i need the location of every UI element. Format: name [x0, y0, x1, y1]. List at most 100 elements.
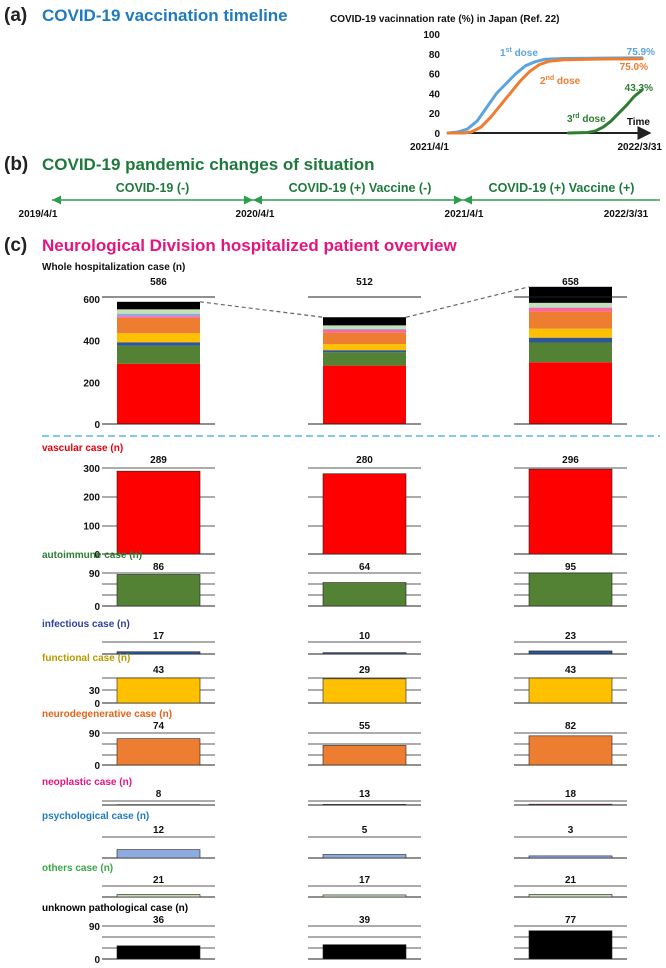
timeline-arrowhead: [253, 195, 262, 205]
category-bar: [322, 804, 407, 806]
stack-segment: [529, 302, 612, 308]
category-label: others case (n): [42, 863, 113, 874]
stack-segment: [117, 363, 200, 424]
stack-segment: [529, 286, 612, 303]
stack-segment: [323, 344, 406, 351]
panel-a-title: COVID-19 vaccination timeline: [42, 6, 288, 25]
stack-segment: [529, 342, 612, 363]
value-label: 17: [359, 875, 371, 886]
y-tick-label: 0: [94, 699, 100, 710]
timeline-arrowhead: [244, 195, 253, 205]
pandemic-timeline: 2019/4/1 2020/4/1 2021/4/1 2022/3/31 COVID-1…: [19, 181, 660, 220]
panel-b-title: COVID-19 pandemic changes of situation: [42, 155, 375, 174]
series-final-value: 75.0%: [620, 62, 648, 73]
category-bar: [528, 803, 613, 806]
value-label: 82: [565, 721, 577, 732]
timeline-period: COVID-19 (+) Vaccine (+): [489, 181, 635, 195]
value-label: 296: [562, 455, 579, 466]
category-bar: [322, 944, 407, 960]
y-tick-label: 600: [83, 295, 100, 306]
value-label: 23: [565, 631, 577, 642]
series-final-value: 75.9%: [627, 47, 655, 58]
stack-segment: [323, 328, 406, 330]
category-bar: [322, 745, 407, 766]
panel-c-letter: (c): [4, 235, 27, 256]
y-tick-label: 40: [429, 89, 441, 100]
category-bar: [322, 652, 407, 655]
timeline-period: COVID-19 (+) Vaccine (-): [289, 181, 432, 195]
stacked-bar-chart: 0 200 400 600 586 512 658: [83, 277, 627, 431]
category-bar: [322, 473, 407, 555]
category-label: neurodegenerative case (n): [42, 709, 172, 720]
total-label: 512: [356, 277, 373, 288]
value-label: 13: [359, 789, 371, 800]
y-tick-label: 200: [83, 378, 100, 389]
category-bar-charts: vascular case (n)289 280 2960100200300auto…: [42, 443, 627, 966]
value-label: 10: [359, 631, 371, 642]
category-label: infectious case (n): [42, 619, 130, 630]
panel-a-letter: (a): [4, 5, 27, 26]
value-label: 95: [565, 562, 577, 573]
y-tick-label: 60: [429, 70, 441, 81]
value-label: 74: [153, 721, 165, 732]
category-bar: [322, 582, 407, 607]
timeline-arrowhead: [52, 195, 61, 205]
stack-segment: [117, 316, 200, 318]
category-label: neoplastic case (n): [42, 777, 132, 788]
y-tick-label: 100: [423, 30, 440, 41]
y-tick-label: 80: [429, 50, 441, 61]
stack-segment: [323, 317, 406, 326]
category-bar: [116, 849, 201, 859]
stack-segment: [323, 365, 406, 424]
stack-segment: [323, 332, 406, 345]
category-bar: [528, 930, 613, 960]
stack-segment: [117, 345, 200, 364]
stack-segment: [529, 311, 612, 329]
category-bar: [116, 574, 201, 607]
series-line: [566, 88, 644, 135]
y-tick-label: 0: [94, 420, 100, 431]
category-bar: [116, 945, 201, 960]
x-end-label: 2022/3/31: [618, 142, 663, 153]
stack-segment: [529, 337, 612, 343]
value-label: 18: [565, 789, 577, 800]
x-start-label: 2021/4/1: [410, 142, 449, 153]
category-bar: [116, 470, 201, 555]
series-final-value: 43.3%: [625, 83, 653, 94]
stack-segment: [323, 325, 406, 329]
stack-segment: [117, 342, 200, 346]
category-bar: [528, 468, 613, 555]
stack-segment: [117, 333, 200, 343]
total-label: 586: [150, 277, 167, 288]
category-bar: [116, 738, 201, 766]
trend-connector: [405, 286, 530, 318]
y-tick-label: 0: [94, 955, 100, 966]
value-label: 36: [153, 915, 165, 926]
y-tick-label: 0: [94, 761, 100, 772]
total-label: 658: [562, 277, 579, 288]
category-bar: [528, 894, 613, 898]
series-line: [446, 56, 644, 135]
value-label: 5: [362, 825, 368, 836]
series-name-label: 3rd dose: [567, 113, 606, 125]
timeline-arrowhead: [463, 195, 472, 205]
y-tick-label: 0: [434, 129, 440, 140]
stack-segment: [117, 301, 200, 310]
stack-segment: [529, 362, 612, 424]
value-label: 280: [356, 455, 373, 466]
y-tick-label: 200: [83, 493, 100, 504]
trend-connector: [199, 301, 324, 318]
y-tick-label: 20: [429, 109, 441, 120]
value-label: 43: [565, 665, 577, 676]
y-tick-label: 90: [89, 569, 101, 580]
value-label: 43: [153, 665, 165, 676]
panel-c-title: Neurological Division hospitalized patie…: [42, 236, 457, 255]
timeline-arrowhead: [454, 195, 463, 205]
category-bar: [528, 650, 613, 655]
stack-segment: [323, 352, 406, 366]
value-label: 12: [153, 825, 165, 836]
value-label: 8: [156, 789, 162, 800]
value-label: 17: [153, 631, 165, 642]
whole-hospitalization-title: Whole hospitalization case (n): [42, 262, 185, 273]
